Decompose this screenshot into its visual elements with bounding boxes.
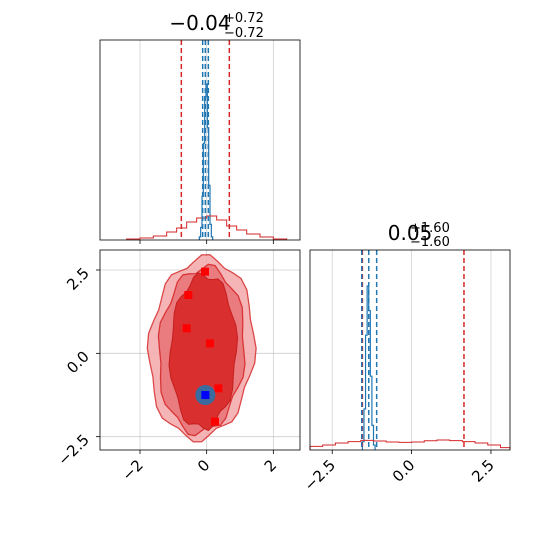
panel-hist-y: −2.5 0.0 2.5 0.05 +1.60 −1.60: [301, 221, 510, 495]
hist-x-title-value: −0.04: [169, 11, 230, 35]
scatter-contours: [147, 255, 256, 442]
scatter-y-ticks: −2.5 0.0 2.5: [54, 264, 100, 469]
hist-x-quantile-lines: [181, 40, 229, 240]
hist-y-tick-label-2: 2.5: [468, 456, 498, 486]
hist-y-histograms: [310, 286, 510, 450]
hist-x-title: −0.04: [169, 11, 230, 35]
hist-y-wide-series: [310, 440, 510, 450]
hist-y-title-minus: −1.60: [410, 235, 450, 250]
hist-x-title-minus: −0.72: [224, 26, 264, 41]
scatter-x-tick-label-2: 2: [261, 456, 280, 475]
scatter-wide-marker-0: [201, 268, 209, 276]
scatter-wide-marker-1: [184, 291, 192, 299]
scatter-wide-marker-5: [211, 418, 219, 426]
hist-y-tick-label-0: −2.5: [301, 456, 339, 494]
hist-y-frame: [310, 250, 510, 450]
hist-x-title-plus: +0.72: [224, 11, 264, 26]
panel-hist-x: −0.04 +0.72 −0.72: [100, 11, 300, 244]
scatter-wide-marker-4: [214, 384, 222, 392]
scatter-x-tick-label-0: −2: [118, 456, 146, 484]
scatter-y-tick-label-0: −2.5: [54, 431, 92, 469]
panel-scatter-2d: −2 0 2 −2.5 0.0 2.5: [54, 250, 300, 484]
hist-y-ticks: −2.5 0.0 2.5: [301, 450, 498, 495]
hist-y-title-plus: +1.60: [410, 221, 450, 236]
scatter-x-tick-label-1: 0: [194, 456, 213, 475]
hist-y-quantile-lines: [362, 250, 464, 450]
hist-x-ticks: [140, 240, 273, 244]
scatter-y-tick-label-1: 0.0: [63, 347, 93, 377]
scatter-wide-marker-2: [183, 324, 191, 332]
scatter-x-ticks: −2 0 2: [118, 450, 280, 484]
hist-y-tick-label-1: 0.0: [389, 456, 419, 486]
scatter-y-tick-label-2: 2.5: [63, 264, 93, 294]
hist-x-grid: [140, 40, 273, 240]
hist-y-grid: [332, 250, 491, 450]
scatter-narrow-marker: [201, 391, 209, 399]
scatter-wide-marker-3: [206, 339, 214, 347]
hist-x-frame: [100, 40, 300, 240]
